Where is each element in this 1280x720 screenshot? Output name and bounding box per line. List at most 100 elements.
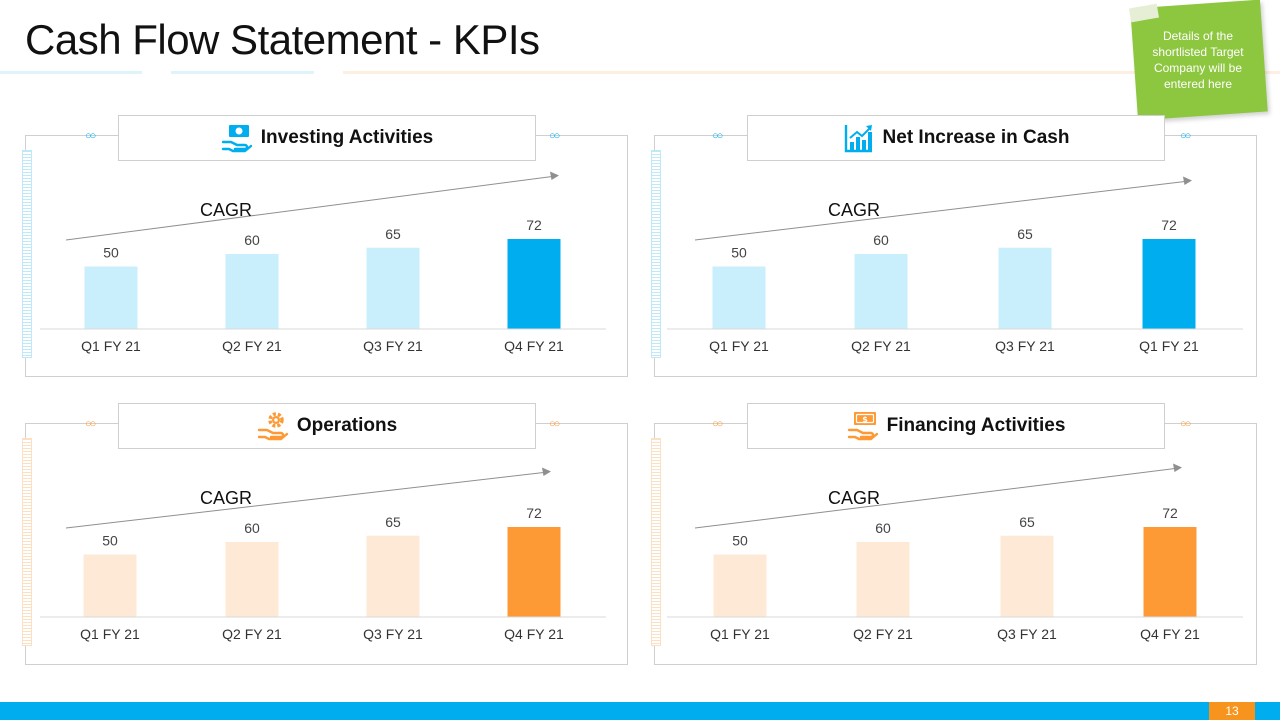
title-rule-right: [343, 71, 1280, 74]
title-rule-left: [0, 71, 142, 74]
x-tick-label: Q4 FY 21: [504, 338, 564, 354]
bar-4: [507, 239, 561, 329]
bar-2: [854, 254, 908, 329]
bar-value-label: 50: [103, 245, 119, 261]
x-tick-label: Q2 FY 21: [853, 626, 913, 642]
x-tick-label: Q1 FY 21: [709, 338, 769, 354]
sticky-note-text: Details of the shortlisted Target Compan…: [1152, 29, 1244, 91]
x-tick-label: Q2 FY 21: [222, 626, 282, 642]
cash-hand-icon: $: [847, 412, 878, 441]
bar-2: [225, 542, 279, 617]
bar-chart: CAGR 50 Q1 FY 21 60 Q2 FY 21 65 Q3 FY 21 72 Q1 …: [667, 176, 1243, 354]
panel-decor-circles-right: ○○: [549, 130, 560, 142]
bar-2: [856, 542, 910, 617]
panel-title: Operations: [296, 415, 398, 436]
footer-bar: [0, 702, 1280, 720]
title-rule-mid: [171, 71, 314, 74]
bar-value-label: 50: [102, 533, 118, 549]
bar-1: [84, 266, 138, 329]
bar-4: [507, 527, 561, 617]
bar-4: [1142, 239, 1196, 329]
panel-side-strip: [22, 438, 32, 646]
x-tick-label: Q2 FY 21: [851, 338, 911, 354]
x-tick-label: Q3 FY 21: [997, 626, 1057, 642]
bar-1: [83, 554, 137, 617]
bar-value-label: 60: [873, 232, 889, 248]
bar-value-label: 72: [1162, 505, 1178, 521]
bar-1: [712, 266, 766, 329]
x-tick-label: Q3 FY 21: [995, 338, 1055, 354]
trend-arrow: [694, 467, 1180, 529]
x-tick-label: Q3 FY 21: [363, 338, 423, 354]
panel-header: Net Increase in Cash: [747, 115, 1165, 161]
bar-value-label: 50: [732, 533, 748, 549]
panel-side-strip: [22, 150, 32, 358]
bar-4: [1143, 527, 1197, 617]
panel-decor-circles-right: ○○: [1180, 130, 1191, 142]
trend-arrow: [65, 471, 549, 529]
panel-title: Investing Activities: [260, 127, 434, 148]
bar-1: [713, 554, 767, 617]
x-tick-label: Q4 FY 21: [1140, 626, 1200, 642]
x-tick-label: Q4 FY 21: [504, 626, 564, 642]
gear-hand-icon: [257, 412, 289, 441]
money-hand-icon: [221, 125, 252, 153]
panel-title: Financing Activities: [886, 415, 1066, 436]
page-title: Cash Flow Statement - KPIs: [25, 16, 540, 63]
panel-side-strip: [651, 438, 661, 646]
bar-value-label: 72: [526, 505, 542, 521]
page-number: 13: [1209, 702, 1255, 720]
panel-header: Investing Activities: [118, 115, 536, 161]
panel-investing-activities: ○○ ○○ Investing Activities CAGR 50 Q1 FY …: [22, 115, 628, 377]
panel-decor-circles-left: ○○: [85, 130, 96, 142]
bar-3: [1000, 535, 1054, 617]
panel-title: Net Increase in Cash: [882, 127, 1070, 148]
bar-chart: CAGR 50 Q1 FY 21 60 Q2 FY 21 65 Q3 FY 21 72 Q4 …: [40, 467, 606, 642]
panel-side-strip: [651, 150, 661, 358]
trend-arrowhead: [1183, 176, 1192, 185]
trend-arrow: [694, 180, 1190, 241]
cagr-label: CAGR: [200, 488, 252, 508]
panel-operations: ○○ ○○ Operations CAGR 50 Q1 FY 21 60 Q2 FY …: [22, 403, 628, 665]
panel-header: Operations: [118, 403, 536, 449]
bar-value-label: 65: [1019, 514, 1035, 530]
bar-value-label: 50: [731, 245, 747, 261]
panel-decor-circles-left: ○○: [712, 418, 723, 430]
bar-value-label: 65: [385, 514, 401, 530]
x-tick-label: Q1 FY 21: [710, 626, 770, 642]
trend-arrowhead: [1173, 463, 1182, 472]
bar-value-label: 60: [244, 520, 260, 536]
panel-decor-circles-left: ○○: [712, 130, 723, 142]
bar-growth-icon: [844, 125, 872, 153]
svg-text:$: $: [862, 415, 868, 424]
bar-3: [998, 247, 1052, 329]
bar-value-label: 65: [385, 226, 401, 242]
bar-2: [225, 254, 279, 329]
x-tick-label: Q1 FY 21: [81, 338, 141, 354]
panel-decor-circles-right: ○○: [549, 418, 560, 430]
trend-arrow: [65, 175, 557, 241]
bar-value-label: 60: [244, 232, 260, 248]
bar-value-label: 72: [1161, 217, 1177, 233]
bar-value-label: 65: [1017, 226, 1033, 242]
bar-chart: CAGR 50 Q1 FY 21 60 Q2 FY 21 65 Q3 FY 21 72 Q4 …: [667, 463, 1243, 642]
panel-decor-circles-right: ○○: [1180, 418, 1191, 430]
x-tick-label: Q3 FY 21: [363, 626, 423, 642]
bar-chart: CAGR 50 Q1 FY 21 60 Q2 FY 21 65 Q3 FY 21 72 Q4 …: [40, 171, 606, 354]
x-tick-label: Q1 FY 21: [80, 626, 140, 642]
panel-financing-activities: ○○ ○○ $ Financing Activities CAGR 50 Q1 F…: [651, 403, 1257, 665]
x-tick-label: Q1 FY 21: [1139, 338, 1199, 354]
panel-header: $ Financing Activities: [747, 403, 1165, 449]
trend-arrowhead: [550, 171, 559, 180]
cagr-label: CAGR: [828, 200, 880, 220]
panel-net-increase-in-cash: ○○ ○○ Net Increase in Cash CAGR 50 Q1 FY …: [651, 115, 1257, 377]
bar-3: [366, 535, 420, 617]
bar-value-label: 60: [875, 520, 891, 536]
cagr-label: CAGR: [200, 200, 252, 220]
trend-arrowhead: [542, 467, 551, 476]
bar-3: [366, 247, 420, 329]
cagr-label: CAGR: [828, 488, 880, 508]
bar-value-label: 72: [526, 217, 542, 233]
panel-decor-circles-left: ○○: [85, 418, 96, 430]
x-tick-label: Q2 FY 21: [222, 338, 282, 354]
